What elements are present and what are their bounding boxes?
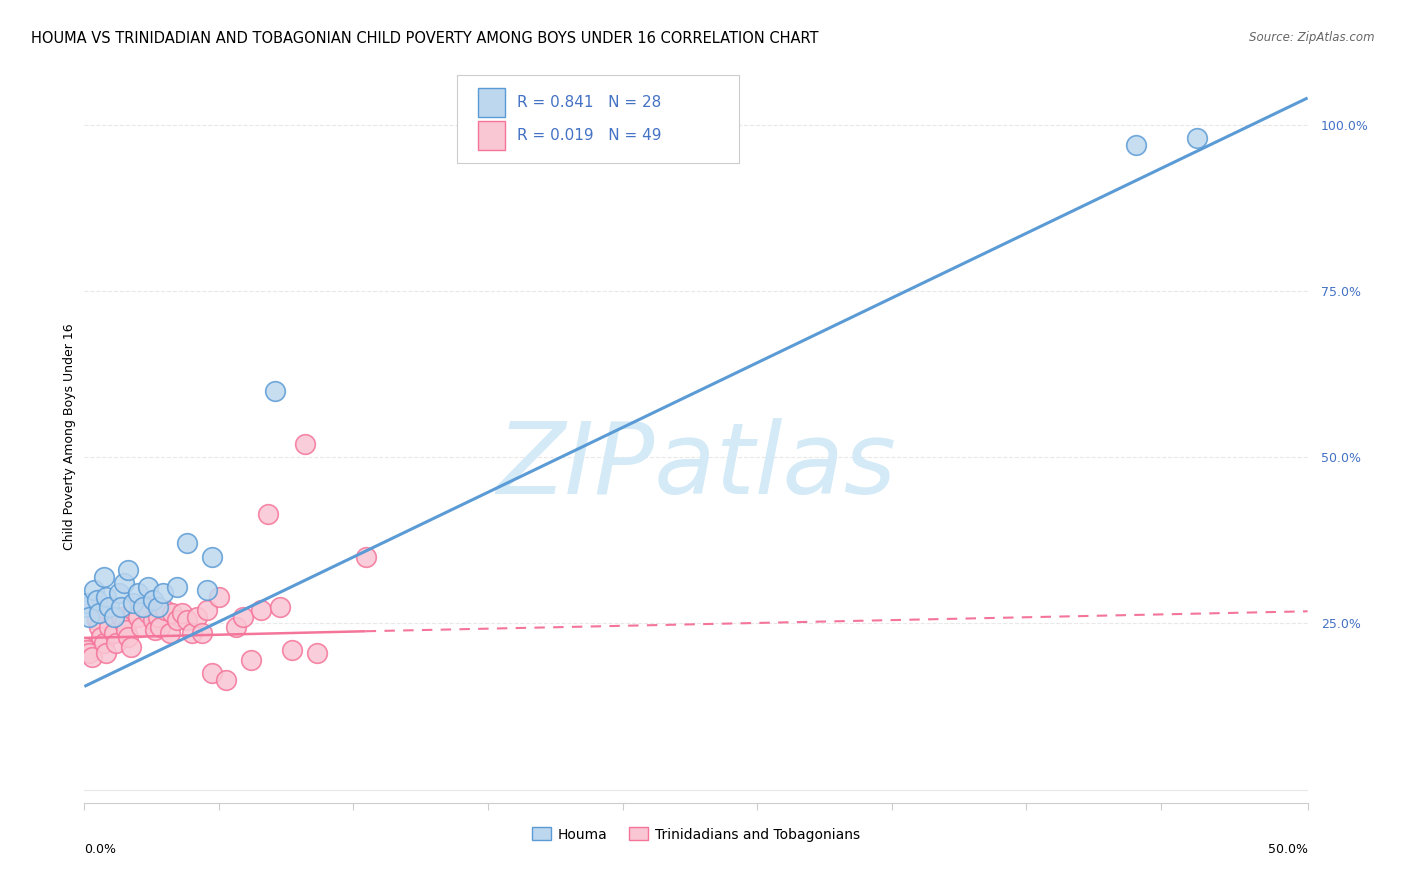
Point bbox=[1125, 137, 1147, 152]
Point bbox=[186, 609, 208, 624]
Point bbox=[105, 636, 128, 650]
Point bbox=[135, 599, 157, 614]
Text: R = 0.841   N = 28: R = 0.841 N = 28 bbox=[517, 95, 662, 111]
Point bbox=[103, 626, 125, 640]
Point bbox=[191, 626, 214, 640]
Point bbox=[166, 580, 188, 594]
Point bbox=[208, 590, 231, 604]
Text: 50.0%: 50.0% bbox=[1268, 843, 1308, 856]
Point bbox=[110, 599, 132, 614]
Point bbox=[112, 576, 135, 591]
Point bbox=[166, 613, 188, 627]
Point bbox=[143, 623, 166, 637]
Point bbox=[281, 643, 304, 657]
Point bbox=[120, 640, 142, 654]
Point bbox=[83, 582, 105, 597]
Point bbox=[153, 603, 176, 617]
Point bbox=[249, 603, 271, 617]
Point bbox=[76, 596, 98, 610]
Point bbox=[112, 616, 135, 631]
Point bbox=[136, 607, 159, 621]
Point bbox=[152, 586, 174, 600]
Point bbox=[96, 646, 118, 660]
Point bbox=[97, 619, 120, 633]
Point bbox=[354, 549, 377, 564]
Point bbox=[97, 599, 120, 614]
Point bbox=[110, 609, 132, 624]
Point bbox=[225, 619, 247, 633]
Point bbox=[77, 609, 100, 624]
Point bbox=[117, 630, 139, 644]
Point bbox=[142, 613, 165, 627]
Point bbox=[103, 609, 125, 624]
Point bbox=[96, 590, 118, 604]
Point bbox=[142, 593, 165, 607]
Point bbox=[159, 626, 181, 640]
Point bbox=[93, 570, 115, 584]
Point bbox=[1187, 131, 1209, 145]
Point bbox=[122, 596, 145, 610]
Point bbox=[172, 607, 194, 621]
FancyBboxPatch shape bbox=[478, 88, 505, 118]
Point bbox=[269, 599, 291, 614]
Point bbox=[176, 536, 198, 550]
Point bbox=[132, 599, 155, 614]
Text: Source: ZipAtlas.com: Source: ZipAtlas.com bbox=[1250, 31, 1375, 45]
Point bbox=[127, 586, 149, 600]
Point bbox=[257, 507, 280, 521]
Point bbox=[117, 563, 139, 577]
FancyBboxPatch shape bbox=[478, 121, 505, 151]
Point bbox=[122, 603, 145, 617]
Point bbox=[305, 646, 328, 660]
Point bbox=[264, 384, 287, 398]
Point bbox=[107, 586, 129, 600]
Point bbox=[146, 599, 169, 614]
Point bbox=[146, 609, 169, 624]
Point bbox=[86, 613, 108, 627]
Point bbox=[73, 599, 96, 614]
FancyBboxPatch shape bbox=[457, 75, 738, 163]
Text: 0.0%: 0.0% bbox=[84, 843, 117, 856]
Text: ZIPatlas: ZIPatlas bbox=[496, 417, 896, 515]
Point bbox=[115, 623, 138, 637]
Point bbox=[87, 607, 110, 621]
Point bbox=[232, 609, 254, 624]
Text: HOUMA VS TRINIDADIAN AND TOBAGONIAN CHILD POVERTY AMONG BOYS UNDER 16 CORRELATIO: HOUMA VS TRINIDADIAN AND TOBAGONIAN CHIL… bbox=[31, 31, 818, 46]
Point bbox=[162, 607, 184, 621]
Point bbox=[200, 666, 222, 681]
Point bbox=[149, 619, 172, 633]
Point bbox=[86, 593, 108, 607]
Point bbox=[195, 582, 218, 597]
Point bbox=[77, 646, 100, 660]
Point bbox=[195, 603, 218, 617]
Point bbox=[90, 630, 112, 644]
Point bbox=[80, 649, 103, 664]
Point bbox=[76, 643, 98, 657]
Point bbox=[176, 613, 198, 627]
Point bbox=[87, 619, 110, 633]
Point bbox=[239, 653, 262, 667]
Point bbox=[200, 549, 222, 564]
Point bbox=[294, 436, 316, 450]
Point bbox=[93, 636, 115, 650]
Point bbox=[127, 609, 149, 624]
Text: R = 0.019   N = 49: R = 0.019 N = 49 bbox=[517, 128, 662, 144]
Legend: Houma, Trinidadians and Tobagonians: Houma, Trinidadians and Tobagonians bbox=[526, 822, 866, 847]
Point bbox=[129, 619, 152, 633]
Y-axis label: Child Poverty Among Boys Under 16: Child Poverty Among Boys Under 16 bbox=[63, 324, 76, 550]
Point bbox=[181, 626, 204, 640]
Point bbox=[73, 640, 96, 654]
Point bbox=[215, 673, 238, 687]
Point bbox=[136, 580, 159, 594]
